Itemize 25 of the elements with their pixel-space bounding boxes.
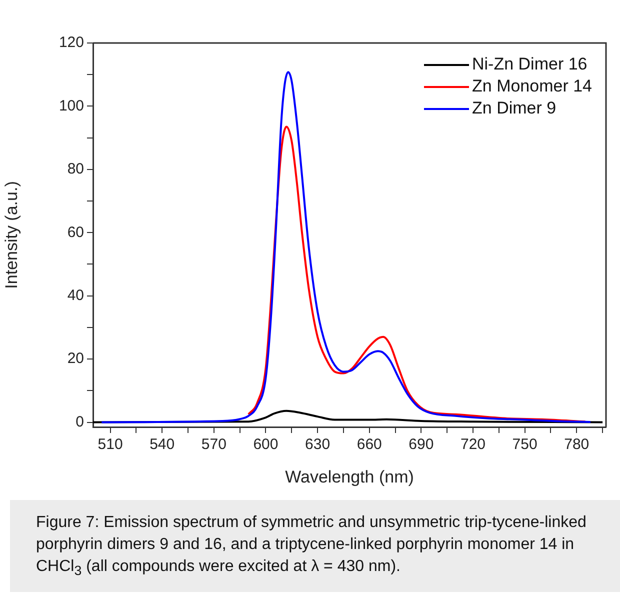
caption: Figure 7: Emission spectrum of symmetric and unsymmetric trip-tycene-linked porphyrin dimers 9 and 16, and a triptycene-linked porphyrin monomer 14 in CHCl$_{3}$ (all compounds were excited at λ = 430 nm). [10, 500, 620, 592]
legend-label: Zn Dimer 9 [472, 98, 556, 118]
x-tick-label: 750 [512, 436, 538, 454]
y-tick-label: 0 [76, 413, 84, 430]
y-tick-label: 120 [58, 34, 84, 52]
y-tick-label: 20 [67, 350, 84, 368]
y-axis-title: Intensity (a.u.) [2, 181, 21, 289]
line-series [100, 71, 592, 424]
y-tick-label: 60 [67, 224, 84, 241]
legend-label: Zn Monomer 14 [472, 76, 592, 96]
x-tick-label: 570 [201, 436, 226, 454]
x-tick-label: 510 [98, 436, 123, 454]
x-axis-title: Wavelength (nm) [285, 467, 414, 486]
x-tick-label: 720 [460, 436, 486, 454]
x-tick-label: 600 [253, 436, 278, 454]
x-tick-label: 540 [150, 436, 175, 454]
x-tick-label: 660 [356, 436, 382, 454]
x-tick-label: 630 [305, 436, 330, 454]
y-tick-label: 100 [58, 97, 84, 114]
legend-label: Ni-Zn Dimer 16 [472, 54, 588, 74]
y-tick-label: 80 [67, 160, 84, 178]
x-tick-label: 780 [564, 436, 590, 454]
x-tick-label: 690 [408, 436, 434, 454]
line-series [247, 126, 586, 423]
y-tick-label: 40 [67, 286, 84, 304]
